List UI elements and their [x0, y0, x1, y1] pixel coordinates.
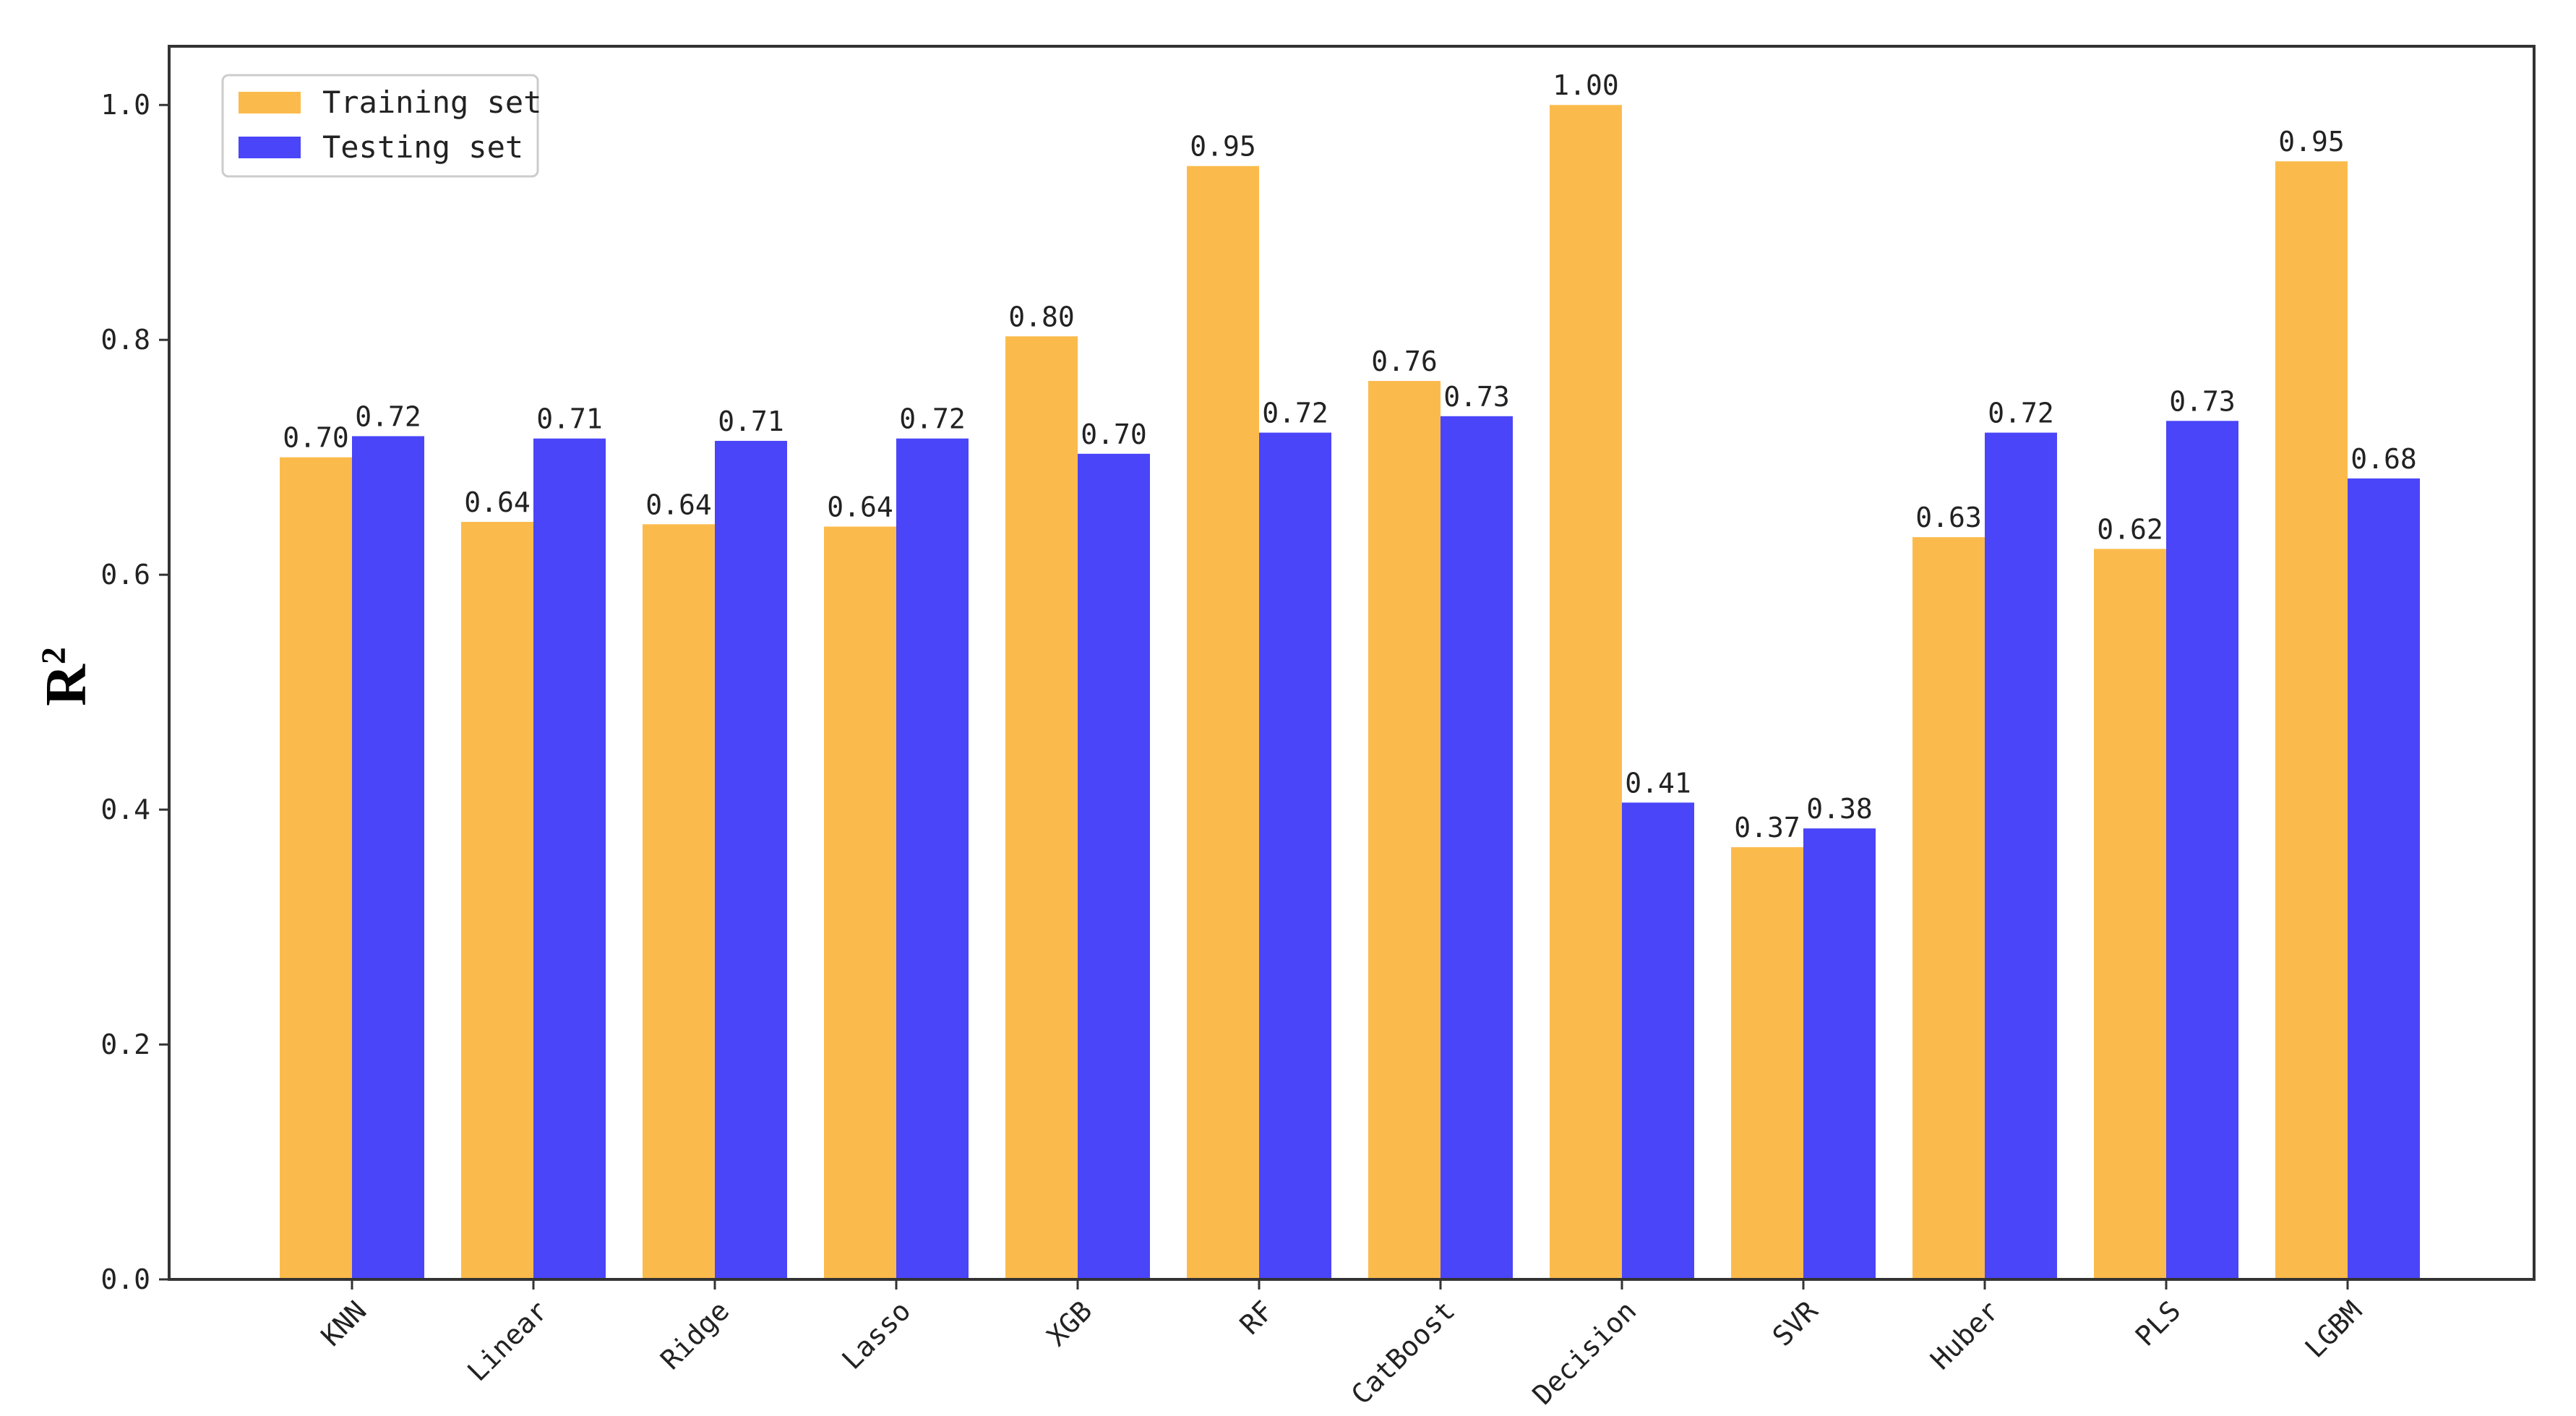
data-label-xgb-testing: 0.70 [1081, 419, 1147, 450]
bar-pls-training [2094, 549, 2166, 1279]
bar-xgb-testing [1078, 453, 1150, 1279]
y-axis-label-text: R [35, 664, 98, 706]
y-tick-label: 0.0 [100, 1263, 150, 1295]
y-tick-label: 0.6 [100, 559, 150, 591]
data-label-linear-training: 0.64 [464, 486, 531, 518]
y-axis-label: R2 [35, 647, 98, 706]
legend-swatch-testing [239, 137, 301, 158]
data-label-lgbm-training: 0.95 [2278, 126, 2345, 158]
y-axis-label-superscript: 2 [35, 647, 73, 664]
data-label-rf-training: 0.95 [1190, 131, 1256, 163]
legend: Training set Testing set [221, 74, 541, 178]
bar-rf-training [1187, 166, 1259, 1279]
data-label-xgb-training: 0.80 [1008, 301, 1075, 332]
legend-swatch-training [239, 92, 301, 113]
bar-huber-testing [1985, 432, 2057, 1280]
data-labels-group: 0.70 0.64 0.64 0.64 0.80 0.95 0.76 1.00 0.37 0.63… [283, 69, 2417, 844]
bar-xgb-training [1005, 336, 1078, 1280]
y-axis: 0.0 0.2 0.4 0.6 0.8 1.0 [100, 89, 169, 1295]
bar-ridge-testing [715, 440, 787, 1280]
bar-decision-testing [1622, 802, 1694, 1279]
data-label-catboost-testing: 0.73 [1443, 381, 1510, 413]
data-label-linear-testing: 0.71 [536, 403, 603, 435]
bar-linear-training [461, 522, 533, 1279]
data-label-rf-testing: 0.72 [1262, 398, 1328, 429]
bar-svr-training [1731, 847, 1803, 1279]
bar-knn-testing [352, 436, 424, 1280]
y-tick-label: 0.8 [100, 324, 150, 356]
bar-linear-testing [533, 438, 606, 1280]
data-label-catboost-training: 0.76 [1371, 346, 1438, 377]
data-label-ridge-training: 0.64 [645, 489, 712, 520]
bar-lasso-testing [896, 438, 969, 1280]
bar-knn-training [280, 457, 352, 1279]
data-label-decision-testing: 0.41 [1625, 767, 1691, 799]
data-label-knn-training: 0.70 [283, 422, 349, 454]
data-label-lasso-training: 0.64 [827, 492, 893, 523]
bar-lgbm-testing [2348, 478, 2420, 1279]
bar-ridge-training [643, 524, 715, 1279]
bar-catboost-testing [1441, 416, 1513, 1279]
data-label-ridge-testing: 0.71 [718, 406, 784, 437]
bar-rf-testing [1259, 432, 1331, 1280]
bar-svr-testing [1803, 828, 1876, 1279]
plot-frame [168, 45, 2536, 1281]
legend-label-training: Training set [322, 85, 541, 120]
bar-lasso-training [824, 526, 896, 1280]
bars-group [280, 105, 2420, 1280]
data-label-huber-training: 0.63 [1915, 502, 1982, 533]
bar-lgbm-training [2275, 161, 2348, 1279]
bar-catboost-training [1368, 381, 1441, 1279]
data-label-svr-training: 0.37 [1734, 812, 1800, 844]
data-label-knn-testing: 0.72 [355, 400, 421, 432]
data-label-huber-testing: 0.72 [1988, 398, 2054, 429]
data-label-pls-training: 0.62 [2097, 513, 2163, 545]
bar-decision-training [1550, 105, 1622, 1280]
bar-pls-testing [2166, 421, 2238, 1279]
y-tick-label: 0.4 [100, 794, 150, 825]
data-label-svr-testing: 0.38 [1806, 793, 1873, 825]
data-label-lgbm-testing: 0.68 [2350, 443, 2417, 475]
data-label-decision-training: 1.00 [1553, 69, 1619, 101]
legend-box [221, 74, 539, 178]
data-label-lasso-testing: 0.72 [899, 403, 966, 435]
y-tick-label: 0.2 [100, 1029, 150, 1060]
bar-huber-training [1912, 537, 1985, 1280]
legend-label-testing: Testing set [322, 129, 523, 165]
y-tick-label: 1.0 [100, 89, 150, 121]
data-label-pls-testing: 0.73 [2169, 385, 2236, 417]
